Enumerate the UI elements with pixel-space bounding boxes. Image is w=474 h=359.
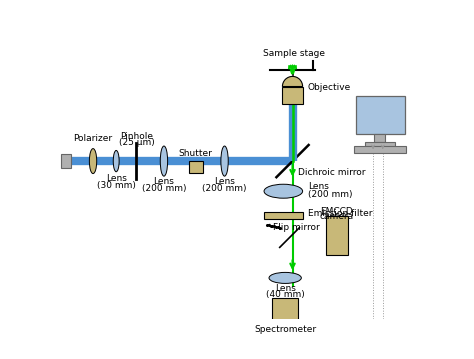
Bar: [326, 216, 348, 255]
Wedge shape: [283, 76, 302, 87]
Text: Lens: Lens: [308, 182, 329, 191]
Bar: [365, 141, 395, 147]
Bar: [356, 96, 405, 134]
Text: Polarizer: Polarizer: [73, 134, 113, 143]
Bar: [189, 161, 202, 173]
Ellipse shape: [221, 146, 228, 176]
Text: (200 mm): (200 mm): [308, 190, 353, 199]
Text: Dichroic mirror: Dichroic mirror: [298, 168, 365, 177]
Bar: [283, 87, 302, 104]
Text: Spectrometer: Spectrometer: [254, 325, 316, 334]
Text: (30 mm): (30 mm): [97, 181, 136, 190]
Bar: [354, 146, 406, 153]
Text: Lens: Lens: [106, 174, 127, 183]
Text: (200 mm): (200 mm): [202, 184, 247, 193]
Text: Sample stage: Sample stage: [264, 49, 325, 58]
Ellipse shape: [113, 150, 119, 172]
Text: Shutter: Shutter: [179, 149, 212, 158]
Text: Pinhole: Pinhole: [120, 132, 153, 141]
Text: Flip mirror: Flip mirror: [273, 223, 320, 232]
Bar: [272, 298, 299, 324]
Ellipse shape: [160, 146, 168, 176]
Bar: [264, 212, 302, 219]
Text: Lens: Lens: [154, 177, 174, 186]
Ellipse shape: [264, 184, 302, 198]
Ellipse shape: [269, 272, 301, 283]
Text: Objective: Objective: [308, 84, 351, 93]
Text: camera: camera: [320, 213, 354, 222]
Text: (25 μm): (25 μm): [118, 138, 154, 147]
Text: Lens: Lens: [275, 284, 296, 293]
Text: Lens: Lens: [214, 177, 235, 186]
Bar: [61, 154, 72, 168]
Ellipse shape: [90, 149, 97, 174]
Text: EMCCD: EMCCD: [320, 206, 353, 215]
Text: (40 mm): (40 mm): [266, 290, 305, 299]
Bar: [374, 134, 385, 143]
Text: Emission filter: Emission filter: [308, 209, 373, 218]
Text: (200 mm): (200 mm): [142, 184, 186, 193]
